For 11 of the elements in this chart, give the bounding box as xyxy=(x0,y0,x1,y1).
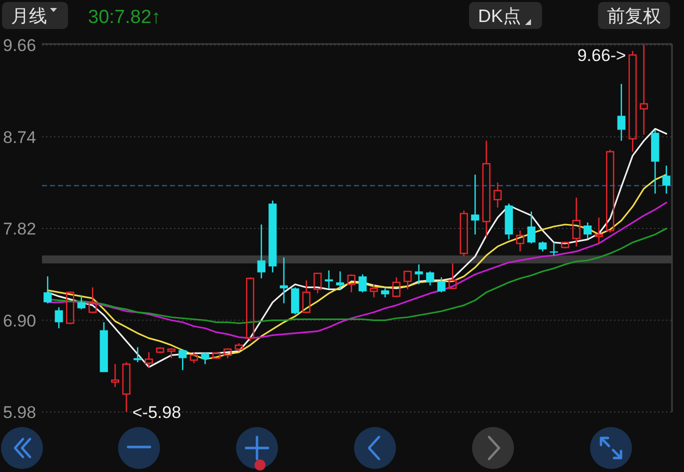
button: 前复权 xyxy=(598,2,670,29)
y-tick-label: 8.74 xyxy=(3,128,36,147)
annotation: <-5.98 xyxy=(132,403,182,422)
y-tick-label: 5.98 xyxy=(3,403,36,422)
annotation: 9.66-> xyxy=(577,46,626,65)
button: DK点 xyxy=(468,2,542,29)
y-tick-label: 6.90 xyxy=(3,311,36,330)
button: 月线 xyxy=(2,2,68,29)
y-tick-label: 7.82 xyxy=(3,220,36,238)
y-tick-label: 9.66 xyxy=(3,36,36,55)
text: 30:7.82↑ xyxy=(88,7,161,28)
